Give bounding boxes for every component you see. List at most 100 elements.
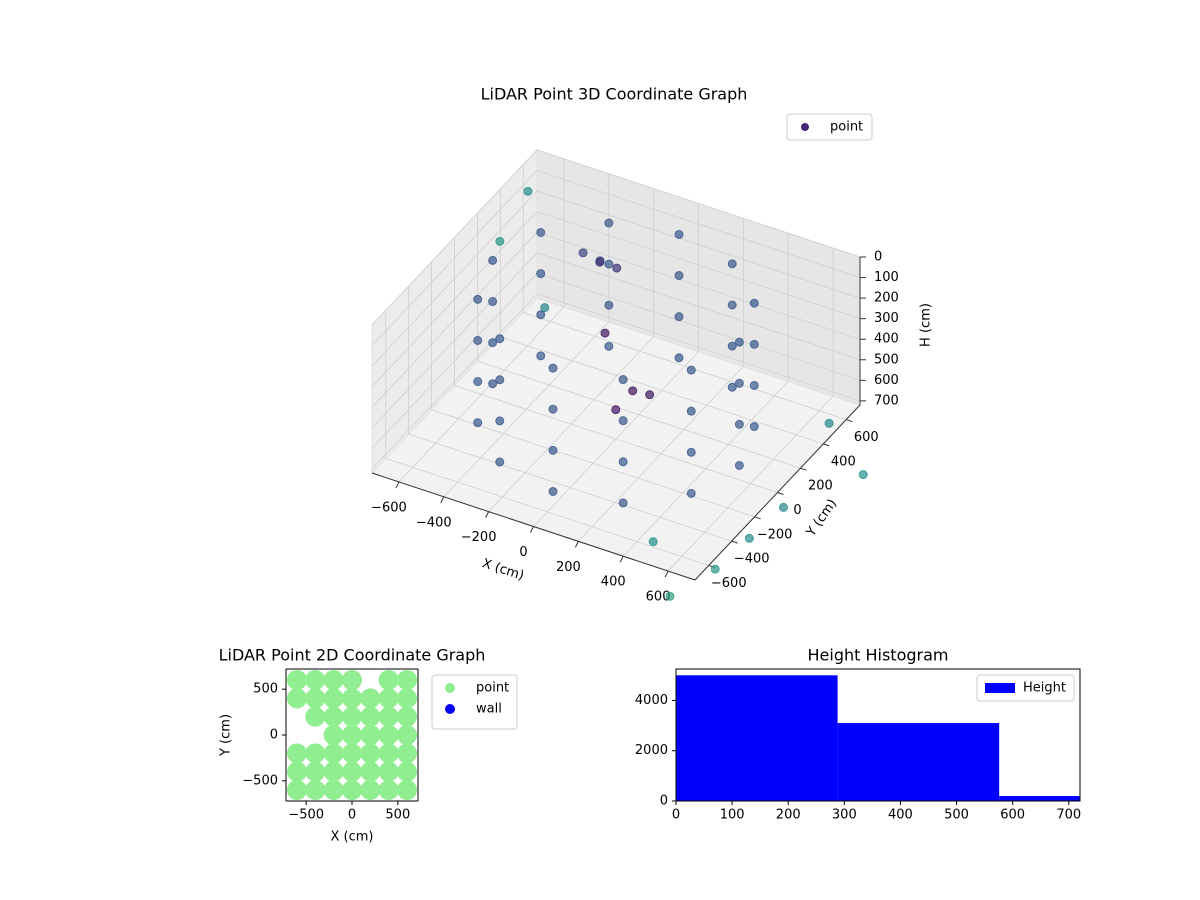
- tick-mark: [395, 481, 400, 489]
- point: [342, 743, 362, 764]
- point: [473, 294, 483, 304]
- point: [495, 457, 505, 467]
- point: [360, 761, 381, 782]
- point: [305, 780, 326, 800]
- point: [305, 743, 326, 764]
- tick-mark: [731, 540, 738, 544]
- point: [287, 780, 307, 800]
- point: [342, 688, 362, 709]
- grid-line: [523, 312, 847, 420]
- point: [727, 341, 737, 351]
- point: [397, 725, 417, 745]
- tick-mark: [619, 555, 624, 563]
- legend-marker: [445, 683, 455, 693]
- x-tick-label: 0: [519, 545, 527, 560]
- point: [744, 533, 754, 543]
- grid-line: [454, 385, 778, 493]
- point: [749, 380, 759, 390]
- point: [548, 363, 558, 373]
- grid-line: [371, 211, 538, 387]
- point: [378, 670, 399, 690]
- z-tick-label: 100: [874, 270, 899, 285]
- x-tick-label: 300: [832, 808, 857, 823]
- y-axis-label: Y (cm): [803, 496, 840, 540]
- point: [618, 375, 628, 385]
- grid-line: [431, 409, 755, 518]
- tick-mark: [440, 496, 445, 504]
- point: [674, 271, 684, 281]
- point: [604, 218, 614, 228]
- point: [378, 743, 399, 764]
- z-tick-label: 200: [874, 291, 899, 306]
- tick-mark: [485, 511, 490, 518]
- y-tick-label: 0: [793, 503, 801, 518]
- point: [628, 386, 638, 396]
- point: [548, 404, 558, 414]
- point: [604, 341, 614, 351]
- point: [536, 269, 546, 279]
- tick-mark: [530, 526, 534, 533]
- point: [686, 365, 696, 375]
- point: [727, 259, 737, 269]
- point: [397, 743, 417, 764]
- point: [604, 259, 614, 269]
- y-tick-label: −400: [734, 552, 770, 567]
- legend-patch: [985, 683, 1015, 693]
- tick-mark: [823, 443, 830, 447]
- point: [749, 339, 759, 349]
- x-tick-label: 100: [720, 808, 745, 823]
- point: [305, 688, 326, 709]
- grid-line: [536, 231, 861, 340]
- point: [342, 670, 362, 690]
- legend-box: [976, 674, 1075, 702]
- point: [648, 537, 658, 547]
- grid-line: [371, 170, 538, 346]
- point: [749, 298, 759, 308]
- legend-label: Height: [1023, 681, 1066, 696]
- z-axis-label: H (cm): [919, 303, 934, 347]
- point: [824, 418, 834, 428]
- point: [595, 257, 605, 267]
- point: [536, 227, 546, 237]
- point: [305, 761, 326, 782]
- y-tick-label: −500: [242, 773, 278, 788]
- grid-line: [371, 190, 538, 367]
- point: [305, 670, 326, 690]
- point: [323, 688, 344, 709]
- point: [397, 761, 417, 782]
- point: [548, 486, 558, 496]
- x-tick-label: 500: [944, 808, 969, 823]
- point: [618, 457, 628, 467]
- point: [749, 422, 759, 432]
- point: [305, 706, 326, 727]
- z-tick-label: 600: [874, 373, 899, 388]
- point: [674, 229, 684, 239]
- point: [488, 379, 498, 389]
- point: [378, 761, 399, 782]
- x-tick-label: −400: [416, 515, 452, 530]
- y-tick-label: 500: [253, 682, 278, 697]
- y-tick-label: 4000: [635, 693, 668, 708]
- point: [686, 488, 696, 498]
- legend-box: [786, 113, 873, 141]
- x-tick-label: 600: [1000, 808, 1025, 823]
- point: [710, 564, 720, 574]
- y-tick-label: 200: [808, 479, 833, 494]
- x-tick-label: 600: [646, 590, 671, 605]
- x-tick-label: 500: [385, 808, 410, 823]
- point: [540, 303, 550, 313]
- point: [495, 236, 505, 246]
- point: [734, 419, 744, 429]
- point: [378, 688, 399, 709]
- point: [611, 405, 621, 415]
- point: [342, 780, 362, 800]
- x-tick-label: −500: [288, 808, 324, 823]
- point: [397, 688, 417, 709]
- tick-mark: [846, 419, 853, 423]
- point: [612, 263, 622, 273]
- point: [604, 300, 614, 310]
- grid-line: [477, 360, 801, 469]
- tick-mark: [664, 570, 669, 578]
- point: [645, 390, 655, 400]
